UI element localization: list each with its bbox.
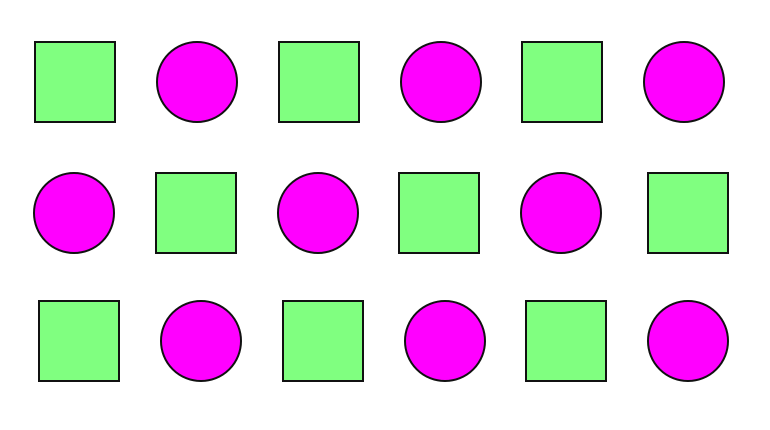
magenta-circle-r1-c4: [400, 41, 482, 123]
magenta-circle-r2-c3: [277, 172, 359, 254]
green-square-r1-c5: [521, 41, 603, 123]
magenta-circle-r2-c5: [520, 172, 602, 254]
magenta-circle-r3-c6: [647, 300, 729, 382]
green-square-r3-c5: [525, 300, 607, 382]
green-square-r3-c3: [282, 300, 364, 382]
magenta-circle-r2-c1: [33, 172, 115, 254]
magenta-circle-r3-c2: [160, 300, 242, 382]
green-square-r1-c3: [278, 41, 360, 123]
green-square-r1-c1: [34, 41, 116, 123]
green-square-r2-c6: [647, 172, 729, 254]
magenta-circle-r3-c4: [404, 300, 486, 382]
green-square-r2-c4: [398, 172, 480, 254]
green-square-r3-c1: [38, 300, 120, 382]
green-square-r2-c2: [155, 172, 237, 254]
magenta-circle-r1-c2: [156, 41, 238, 123]
magenta-circle-r1-c6: [643, 41, 725, 123]
